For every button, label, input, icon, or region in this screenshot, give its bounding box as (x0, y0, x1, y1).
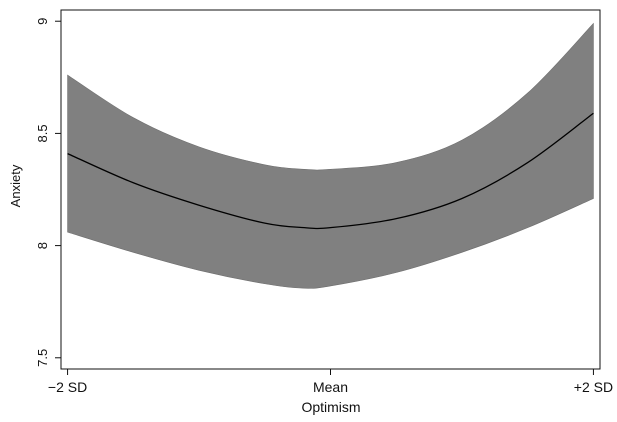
x-axis-label: Optimism (301, 399, 360, 415)
confidence-band (68, 23, 594, 288)
x-tick-label-1: Mean (313, 379, 348, 395)
y-axis-label: Anxiety (8, 164, 23, 207)
x-tick-label-2: +2 SD (574, 379, 613, 395)
y-tick-label-3: 9 (35, 18, 50, 25)
x-tick-label-0: −2 SD (48, 379, 87, 395)
y-tick-label-0: 7.5 (35, 349, 50, 367)
y-tick-label-2: 8.5 (35, 124, 50, 142)
y-tick-label-1: 8 (35, 242, 50, 249)
